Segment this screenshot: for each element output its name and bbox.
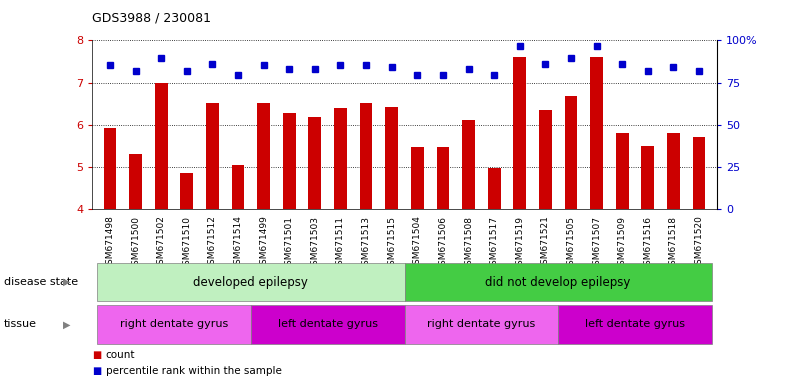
Text: count: count [106, 350, 135, 360]
Bar [539, 110, 552, 209]
Bar [283, 113, 296, 209]
Text: tissue: tissue [4, 319, 37, 329]
Bar [513, 57, 526, 209]
Bar [180, 174, 193, 209]
Text: GDS3988 / 230081: GDS3988 / 230081 [92, 12, 211, 25]
Bar [462, 120, 475, 209]
Text: ■: ■ [92, 350, 102, 360]
Text: developed epilepsy: developed epilepsy [193, 276, 308, 289]
Bar [488, 168, 501, 209]
Text: ▶: ▶ [63, 277, 70, 287]
Text: ■: ■ [92, 366, 102, 376]
Bar [590, 57, 603, 209]
Bar [411, 147, 424, 209]
Text: right dentate gyrus: right dentate gyrus [120, 319, 228, 329]
Bar [231, 165, 244, 209]
Text: left dentate gyrus: left dentate gyrus [278, 319, 378, 329]
Text: disease state: disease state [4, 277, 78, 287]
Bar [693, 137, 706, 209]
Bar [308, 117, 321, 209]
Bar [334, 108, 347, 209]
Bar [257, 103, 270, 209]
Bar [206, 103, 219, 209]
Bar [360, 103, 372, 209]
Bar [642, 146, 654, 209]
Bar [565, 96, 578, 209]
Bar [129, 154, 142, 209]
Text: right dentate gyrus: right dentate gyrus [427, 319, 535, 329]
Bar [616, 133, 629, 209]
Bar [667, 133, 680, 209]
Text: left dentate gyrus: left dentate gyrus [585, 319, 685, 329]
Bar [385, 107, 398, 209]
Text: ▶: ▶ [63, 319, 70, 329]
Bar [437, 147, 449, 209]
Text: did not develop epilepsy: did not develop epilepsy [485, 276, 631, 289]
Bar [155, 83, 167, 209]
Bar [103, 128, 116, 209]
Text: percentile rank within the sample: percentile rank within the sample [106, 366, 282, 376]
